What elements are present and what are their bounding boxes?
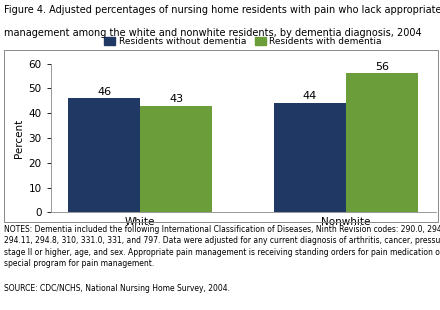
Text: 44: 44: [303, 91, 317, 101]
Y-axis label: Percent: Percent: [14, 118, 24, 157]
Text: 46: 46: [97, 86, 111, 96]
Bar: [346, 73, 418, 212]
Text: NOTES: Dementia included the following: NOTES: Dementia included the following: [0, 309, 1, 310]
Legend: Residents without dementia, Residents with dementia: Residents without dementia, Residents wi…: [103, 35, 384, 48]
Text: management among the white and nonwhite residents, by dementia diagnosis, 2004: management among the white and nonwhite …: [4, 28, 421, 38]
Text: 43: 43: [169, 94, 183, 104]
Bar: [68, 98, 140, 212]
Text: 56: 56: [375, 62, 389, 72]
Text: SOURCE: CDC/NCHS, National Nursing Home Survey, 2004.: SOURCE: CDC/NCHS, National Nursing Home …: [4, 284, 230, 293]
Bar: [274, 103, 346, 212]
Text: Figure 4. Adjusted percentages of nursing home residents with pain who lack appr: Figure 4. Adjusted percentages of nursin…: [4, 5, 440, 15]
Text: NOTES: Dementia included the following International Classification of Diseases,: NOTES: Dementia included the following I…: [4, 225, 440, 268]
Bar: [140, 106, 212, 212]
